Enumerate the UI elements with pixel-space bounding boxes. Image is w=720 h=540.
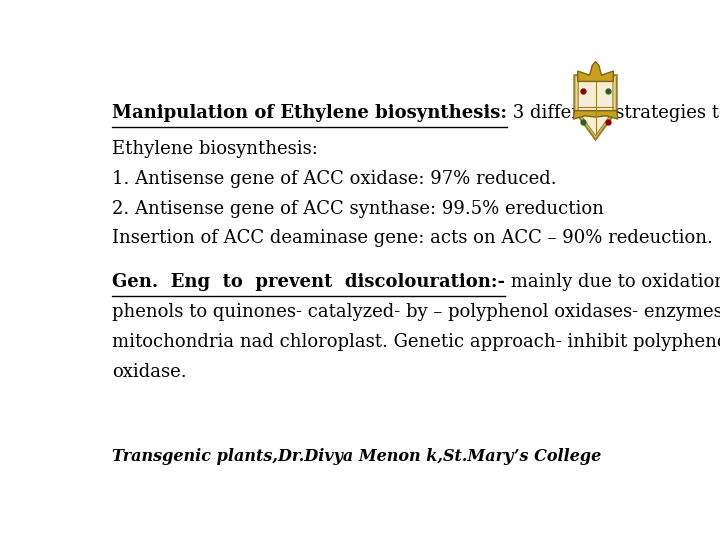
Polygon shape — [575, 75, 617, 140]
Text: mainly due to oxidation of: mainly due to oxidation of — [505, 273, 720, 291]
Polygon shape — [573, 111, 618, 119]
Text: 3 different strategies to block: 3 different strategies to block — [508, 104, 720, 122]
Polygon shape — [577, 62, 613, 82]
Text: phenols to quinones- catalyzed- by – polyphenol oxidases- enzymes-: phenols to quinones- catalyzed- by – pol… — [112, 302, 720, 321]
Text: Insertion of ACC deaminase gene: acts on ACC – 90% redeuction.: Insertion of ACC deaminase gene: acts on… — [112, 230, 714, 247]
Polygon shape — [578, 79, 613, 136]
Text: Ethylene biosynthesis:: Ethylene biosynthesis: — [112, 140, 318, 158]
Text: oxidase.: oxidase. — [112, 362, 187, 381]
Text: mitochondria nad chloroplast. Genetic approach- inhibit polyphenol: mitochondria nad chloroplast. Genetic ap… — [112, 333, 720, 350]
Text: 2. Antisense gene of ACC synthase: 99.5% ereduction: 2. Antisense gene of ACC synthase: 99.5%… — [112, 199, 604, 218]
Text: Gen.  Eng  to  prevent  discolouration:-: Gen. Eng to prevent discolouration:- — [112, 273, 505, 291]
Text: Manipulation of Ethylene biosynthesis:: Manipulation of Ethylene biosynthesis: — [112, 104, 508, 122]
Text: 1. Antisense gene of ACC oxidase: 97% reduced.: 1. Antisense gene of ACC oxidase: 97% re… — [112, 170, 557, 187]
Text: Transgenic plants,Dr.Divya Menon k,St.Mary’s College: Transgenic plants,Dr.Divya Menon k,St.Ma… — [112, 448, 602, 465]
